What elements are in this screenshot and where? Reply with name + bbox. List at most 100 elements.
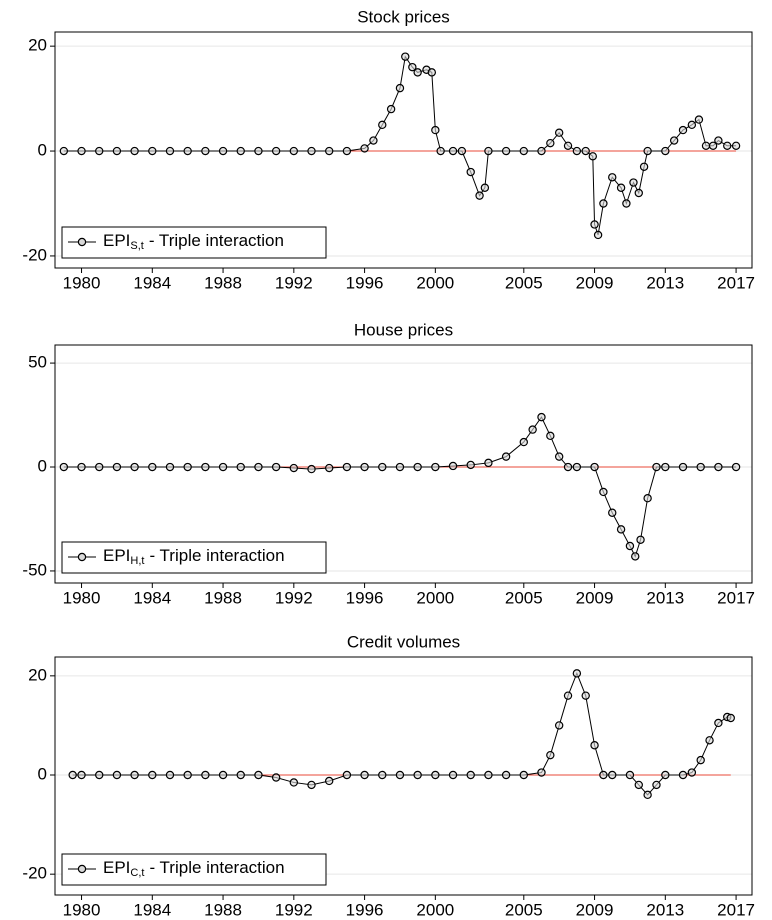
legend-label-suffix: - Triple interaction: [149, 231, 284, 250]
point: [643, 790, 652, 800]
point: [714, 462, 723, 472]
x-tick-label: 2005: [505, 900, 543, 919]
legend-label: EPIH,t - Triple interaction: [103, 546, 285, 566]
point: [307, 780, 316, 790]
y-tick-label: 0: [38, 456, 47, 475]
point: [616, 183, 626, 192]
point: [643, 493, 652, 503]
point: [77, 770, 86, 780]
plot-frame: [54, 344, 753, 584]
point: [386, 104, 396, 114]
chart-title: Credit volumes: [347, 632, 460, 651]
point: [360, 462, 369, 472]
point: [201, 146, 210, 156]
point: [705, 736, 714, 745]
point: [395, 462, 405, 472]
x-tick-label: 1992: [275, 273, 313, 292]
point: [687, 768, 697, 777]
point: [360, 770, 369, 780]
point: [183, 462, 192, 472]
point: [581, 146, 590, 156]
point: [431, 462, 440, 472]
legend-label-suffix: - Triple interaction: [149, 858, 284, 877]
point: [466, 167, 475, 177]
point: [501, 146, 511, 156]
point: [572, 462, 582, 472]
point: [622, 199, 631, 208]
point: [661, 462, 670, 472]
point: [537, 146, 546, 156]
point: [678, 125, 688, 135]
point: [687, 120, 697, 130]
point: [413, 462, 422, 472]
point: [572, 669, 582, 678]
point: [546, 750, 555, 760]
point: [708, 141, 718, 151]
point: [528, 425, 537, 434]
point: [448, 146, 458, 156]
point: [395, 83, 405, 93]
legend-box: [61, 541, 327, 574]
point: [731, 141, 741, 151]
point: [77, 462, 86, 472]
point: [590, 220, 599, 229]
legend: EPIC,t - Triple interaction: [61, 853, 327, 886]
legend-label-sub: C,t: [130, 867, 144, 879]
legend-label-sub: S,t: [130, 240, 143, 252]
point: [95, 146, 104, 156]
point: [427, 68, 437, 77]
point: [554, 721, 564, 730]
point: [501, 770, 511, 780]
point: [629, 178, 638, 187]
x-tick-label: 2000: [416, 273, 454, 292]
x-tick-label: 2013: [646, 900, 684, 919]
x-tick-label: 1984: [133, 588, 171, 607]
point: [271, 773, 281, 782]
x-tick-label: 1996: [346, 588, 384, 607]
point: [165, 462, 175, 472]
y-tick-label: -20: [22, 864, 47, 883]
point: [448, 461, 458, 471]
x-tick-label: 1988: [204, 900, 242, 919]
x-tick-label: 2000: [416, 900, 454, 919]
point: [378, 120, 387, 130]
point: [661, 770, 670, 780]
point: [342, 770, 352, 780]
x-tick-label: 2000: [416, 588, 454, 607]
point: [599, 770, 608, 780]
point: [413, 770, 422, 780]
legend-label: EPIC,t - Triple interaction: [103, 858, 285, 878]
point: [694, 115, 704, 124]
point: [378, 770, 387, 780]
point: [360, 144, 369, 153]
point: [714, 136, 723, 145]
point: [59, 462, 69, 472]
x-tick-label: 2017: [717, 900, 755, 919]
y-tick-label: -50: [22, 560, 47, 579]
y-tick-label: -20: [22, 245, 47, 264]
x-tick-label: 1988: [204, 273, 242, 292]
x-tick-label: 1992: [275, 900, 313, 919]
point: [608, 770, 617, 780]
point: [130, 462, 139, 472]
point: [696, 462, 705, 472]
x-tick-label: 1984: [133, 900, 171, 919]
x-tick-label: 1980: [63, 900, 101, 919]
point: [307, 146, 316, 156]
point: [271, 146, 281, 156]
legend-label-sub: H,t: [130, 555, 144, 567]
point: [466, 770, 475, 780]
point: [165, 146, 175, 156]
point: [218, 462, 228, 472]
point: [112, 770, 122, 780]
point: [639, 162, 649, 171]
point: [563, 691, 573, 700]
point: [112, 146, 122, 156]
point: [408, 62, 417, 72]
point: [546, 138, 555, 148]
point: [236, 146, 245, 156]
point: [625, 541, 635, 551]
x-tick-label: 2017: [717, 588, 755, 607]
point: [448, 770, 458, 780]
